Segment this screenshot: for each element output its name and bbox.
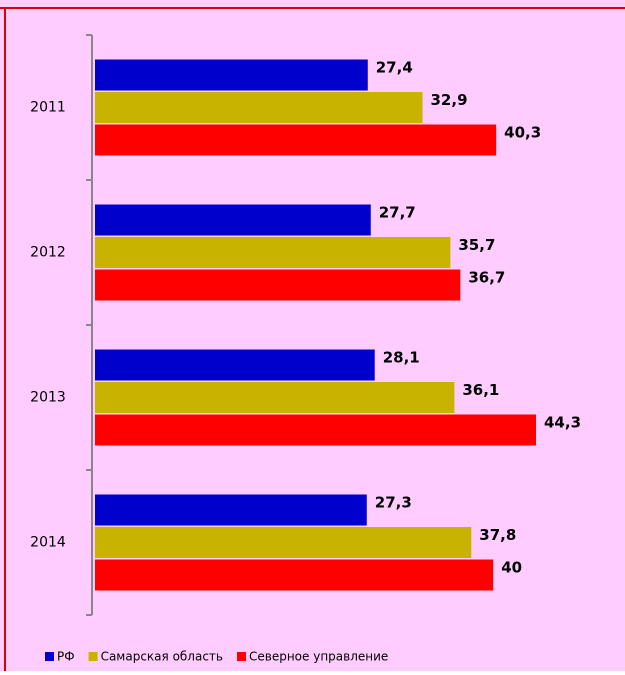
value-label: 37,8: [479, 526, 516, 544]
bar: [95, 59, 368, 91]
value-label: 32,9: [431, 91, 468, 109]
value-label: 28,1: [383, 349, 420, 367]
legend-swatch: [237, 652, 246, 661]
bar: [95, 494, 367, 526]
bar: [95, 559, 494, 591]
value-label: 40: [501, 559, 522, 577]
bar: [95, 92, 423, 123]
value-label: 27,3: [375, 494, 412, 512]
bar: [95, 414, 536, 446]
bar: [95, 204, 371, 236]
value-label: 44,3: [544, 414, 581, 432]
legend-label: РФ: [57, 650, 75, 664]
value-label: 36,7: [468, 269, 505, 287]
legend-label: Самарская область: [101, 650, 223, 664]
bar: [95, 527, 472, 558]
y-tick-label: 2011: [30, 100, 66, 116]
legend-swatch: [88, 652, 98, 661]
bar: [95, 382, 455, 413]
legend-swatch: [45, 652, 54, 661]
value-label: 27,4: [376, 59, 413, 77]
legend-label: Северное управление: [249, 650, 388, 664]
y-tick-label: 2014: [30, 535, 66, 551]
bar: [95, 237, 451, 268]
y-tick-label: 2013: [30, 390, 66, 406]
y-tick-label: 2012: [30, 245, 66, 261]
value-label: 35,7: [458, 236, 495, 254]
value-label: 40,3: [504, 124, 541, 142]
value-label: 36,1: [462, 381, 499, 399]
bar: [95, 269, 461, 301]
value-label: 27,7: [379, 204, 416, 222]
bar: [95, 349, 375, 381]
bar: [95, 124, 497, 156]
